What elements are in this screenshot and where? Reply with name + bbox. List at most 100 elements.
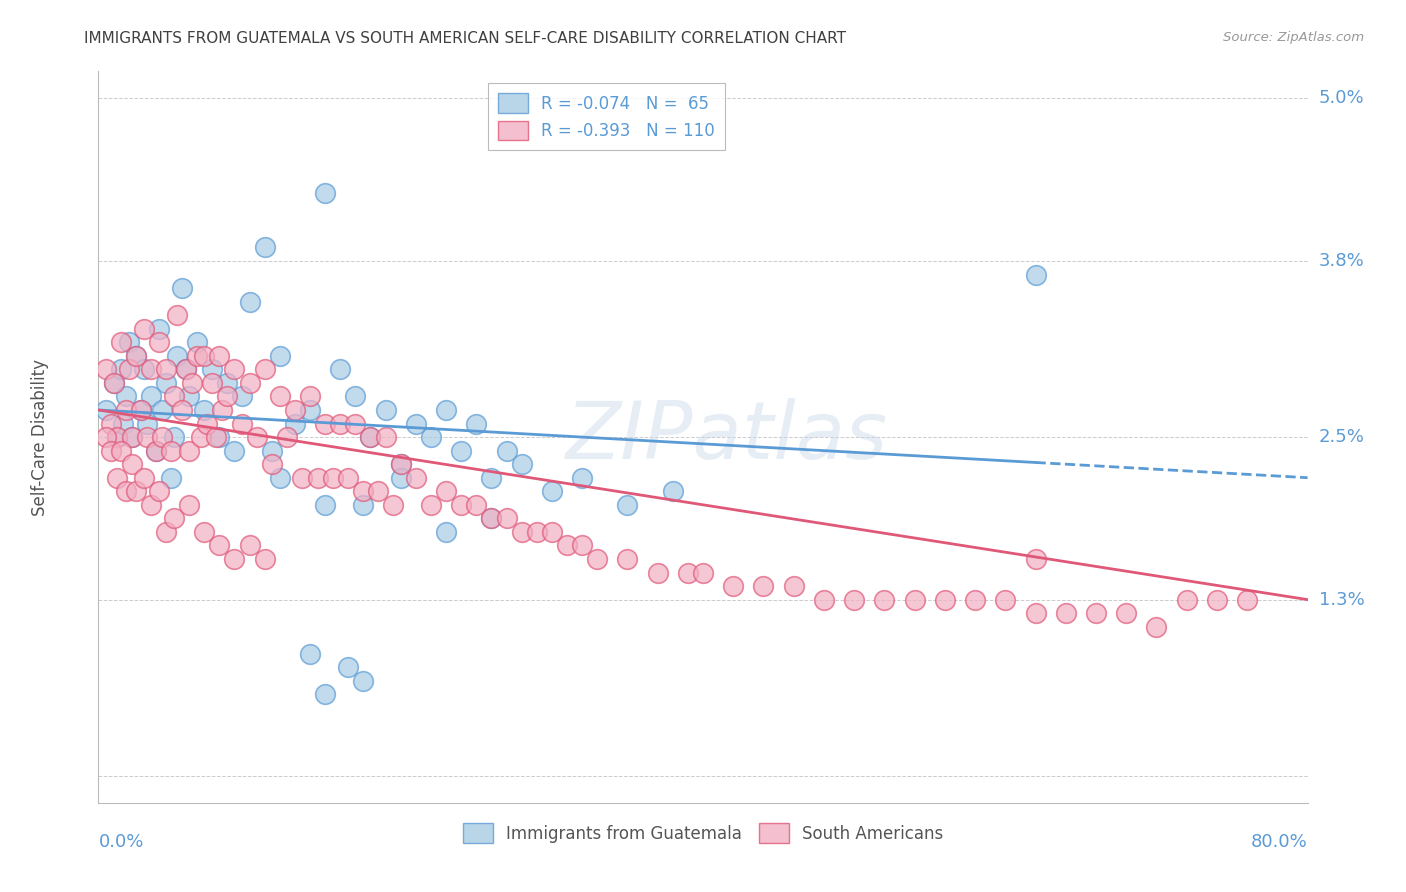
Point (1206, 592, 1229, 607)
Point (420, 498, 443, 512)
Text: Source: ZipAtlas.com: Source: ZipAtlas.com (1223, 31, 1364, 45)
Point (145, 443, 167, 458)
Point (193, 349, 215, 363)
Point (193, 403, 215, 417)
Point (125, 349, 148, 363)
Point (114, 389, 136, 403)
Point (262, 443, 284, 458)
Point (110, 443, 132, 458)
Point (276, 430, 298, 444)
Point (166, 308, 188, 322)
Point (510, 524, 533, 539)
Point (344, 417, 367, 431)
Point (420, 430, 443, 444)
Point (465, 498, 488, 512)
Point (481, 471, 503, 485)
Point (208, 538, 231, 552)
Point (382, 498, 405, 512)
Point (481, 511, 503, 525)
Point (291, 471, 314, 485)
Point (224, 443, 246, 458)
Point (141, 362, 163, 376)
Point (434, 484, 457, 499)
Point (118, 362, 141, 376)
Point (148, 335, 170, 350)
Text: 1.3%: 1.3% (1319, 591, 1364, 608)
Point (215, 389, 238, 403)
Point (389, 457, 412, 471)
Point (374, 430, 396, 444)
Point (201, 362, 224, 376)
Point (150, 430, 173, 444)
Point (121, 430, 143, 444)
Point (129, 403, 152, 417)
Point (269, 349, 291, 363)
Point (155, 362, 177, 376)
Point (163, 511, 186, 525)
Point (389, 457, 412, 471)
Point (299, 403, 322, 417)
Point (114, 403, 136, 417)
Point (269, 389, 291, 403)
Point (813, 592, 835, 607)
Point (934, 592, 956, 607)
Point (94, 430, 117, 444)
Point (195, 417, 218, 431)
Point (121, 430, 143, 444)
Point (105, 430, 128, 444)
Point (94, 362, 117, 376)
Point (239, 294, 262, 309)
Text: 5.0%: 5.0% (1319, 89, 1364, 107)
Point (540, 484, 562, 499)
Point (314, 186, 336, 201)
Point (269, 471, 291, 485)
Point (299, 389, 322, 403)
Point (571, 471, 593, 485)
Point (125, 484, 148, 499)
Point (661, 484, 683, 499)
Point (186, 335, 208, 350)
Point (1175, 592, 1198, 607)
Point (336, 660, 359, 674)
Point (405, 417, 427, 431)
Point (904, 592, 927, 607)
Point (163, 430, 186, 444)
Point (163, 389, 186, 403)
Point (132, 471, 155, 485)
Point (1085, 606, 1108, 620)
Point (208, 430, 231, 444)
Point (284, 417, 307, 431)
Point (329, 362, 352, 376)
Point (179, 389, 201, 403)
Point (135, 417, 157, 431)
Point (510, 457, 533, 471)
Point (526, 524, 548, 539)
Point (481, 511, 503, 525)
Text: ZIPatlas: ZIPatlas (567, 398, 889, 476)
Point (231, 389, 253, 403)
Point (132, 322, 155, 336)
Point (1144, 620, 1167, 634)
Point (170, 281, 193, 295)
Text: 0.0%: 0.0% (98, 833, 143, 851)
Point (314, 417, 336, 431)
Point (94, 403, 117, 417)
Point (118, 335, 141, 350)
Point (465, 417, 488, 431)
Point (1115, 606, 1137, 620)
Point (105, 430, 128, 444)
Point (692, 566, 714, 580)
Text: 3.8%: 3.8% (1319, 252, 1364, 270)
Point (239, 538, 262, 552)
Point (141, 389, 163, 403)
Point (314, 498, 336, 512)
Text: 80.0%: 80.0% (1251, 833, 1308, 851)
Point (873, 592, 896, 607)
Point (201, 376, 224, 390)
Point (783, 579, 806, 593)
Point (389, 471, 412, 485)
Point (231, 417, 253, 431)
Point (110, 362, 132, 376)
Point (405, 471, 427, 485)
Point (450, 443, 472, 458)
